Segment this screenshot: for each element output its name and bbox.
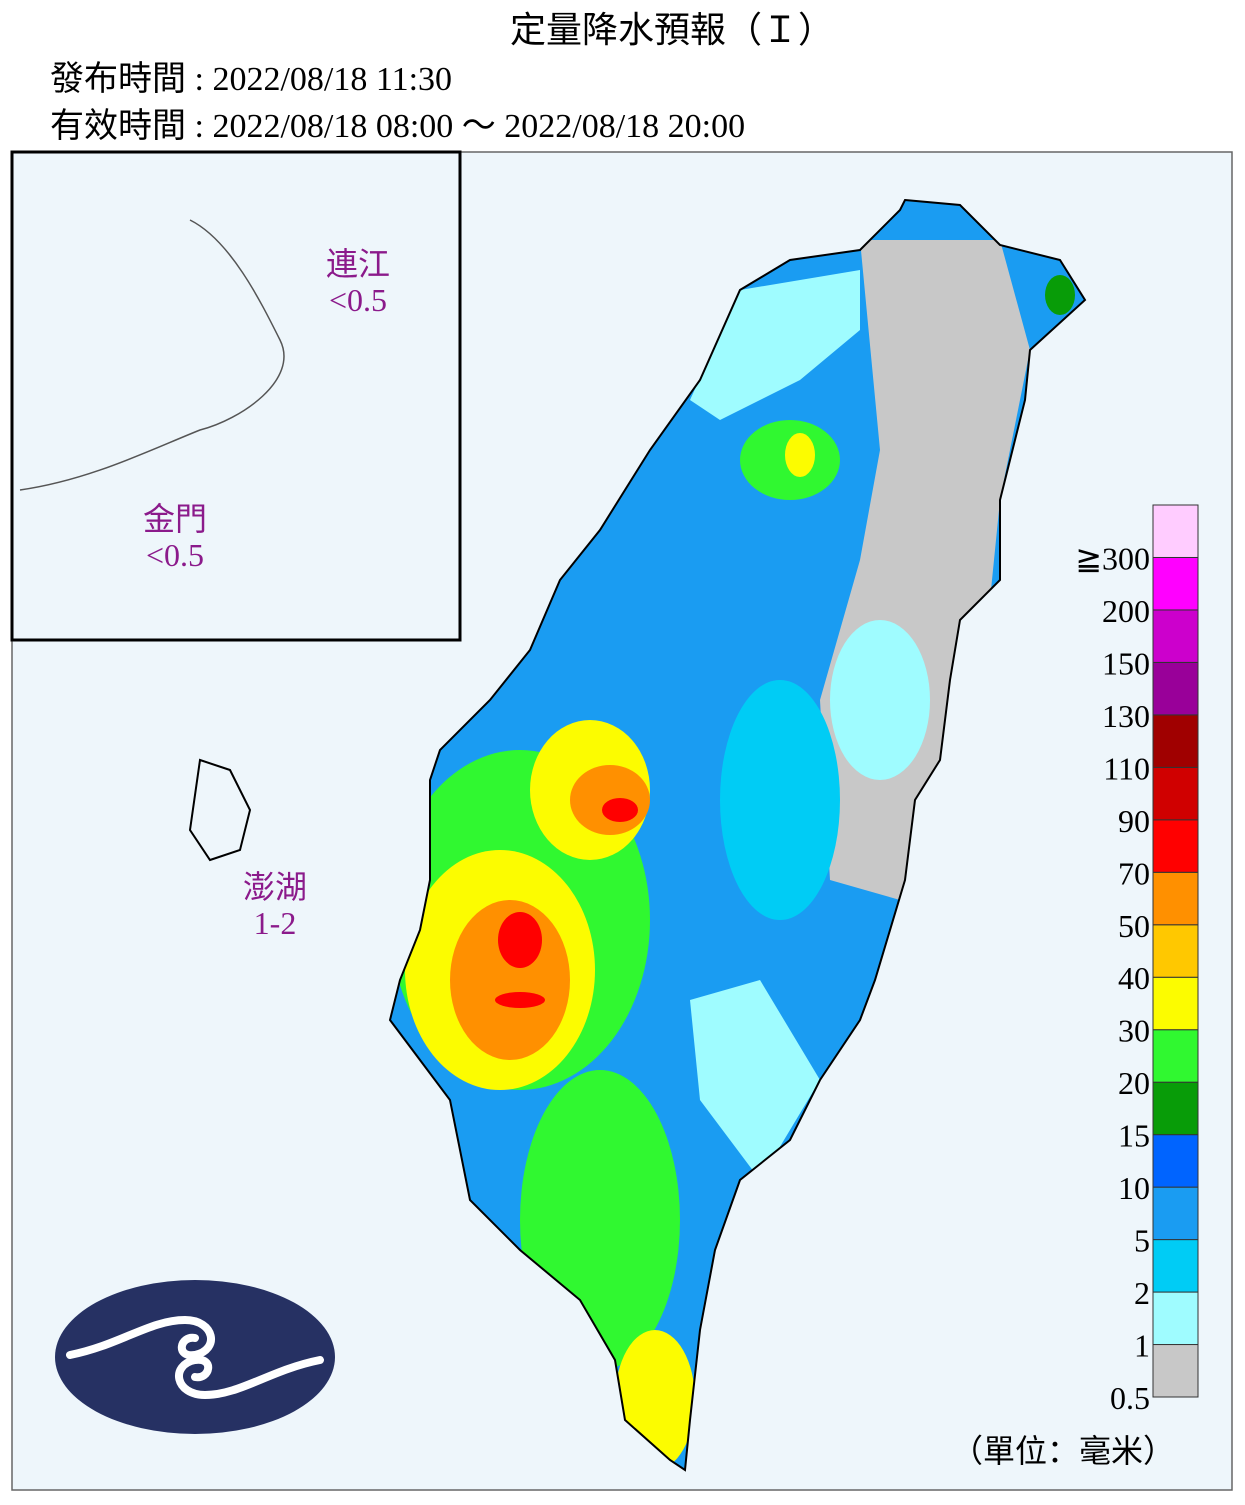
legend-swatch	[1152, 1186, 1199, 1241]
legend: 0.5 1 2 5 10 15 20 30 40 50 70 90 110 130 150 200 ≧300	[1075, 504, 1199, 1416]
legend-swatch	[1152, 504, 1199, 558]
coastline	[19, 219, 285, 491]
legend-label: 90	[1118, 803, 1150, 839]
legend-label: 0.5	[1110, 1380, 1150, 1416]
legend-label: 110	[1103, 750, 1150, 786]
legend-swatch	[1152, 661, 1199, 716]
legend-label: 130	[1102, 698, 1150, 734]
rain-pale	[830, 620, 930, 780]
region-amount: 1-2	[254, 905, 297, 941]
legend-swatch	[1152, 871, 1199, 926]
legend-label: 40	[1118, 960, 1150, 996]
inset-frame	[10, 150, 462, 642]
logo-swirl	[66, 1315, 324, 1400]
rain-pale	[690, 980, 820, 1180]
legend-label: 1	[1134, 1328, 1150, 1364]
legend-swatch	[1152, 1344, 1199, 1398]
legend-swatch	[1152, 819, 1199, 873]
region-name: 金門	[143, 501, 207, 537]
legend-label: 20	[1118, 1065, 1150, 1101]
legend-swatch	[1152, 1134, 1199, 1188]
legend-label: 70	[1118, 855, 1150, 891]
legend-label: 30	[1118, 1013, 1150, 1049]
legend-swatch	[1152, 976, 1199, 1031]
legend-swatch	[1152, 766, 1199, 821]
rain-yellow	[785, 433, 815, 477]
legend-label: 2	[1134, 1275, 1150, 1311]
legend-unit: （單位：毫米）	[951, 1433, 1175, 1469]
legend-label: 5	[1134, 1223, 1150, 1259]
taiwan-outline	[388, 198, 1087, 1472]
legend-swatch	[1152, 556, 1199, 611]
legend-label: ≧300	[1075, 540, 1150, 576]
rain-cyan	[720, 680, 840, 920]
logo	[55, 1280, 335, 1434]
rain-red	[498, 912, 542, 968]
legend-swatch	[1152, 714, 1199, 768]
legend-swatch	[1152, 609, 1199, 663]
legend-label: 200	[1102, 593, 1150, 629]
legend-swatch	[1152, 1081, 1199, 1136]
legend-label: 50	[1118, 908, 1150, 944]
rain-red	[602, 798, 638, 822]
legend-swatch	[1152, 1239, 1199, 1293]
title: 定量降水預報（Ｉ）	[510, 10, 834, 50]
legend-swatch	[1152, 924, 1199, 978]
legend-label: 150	[1102, 645, 1150, 681]
region-name: 連江	[326, 246, 390, 282]
legend-label: 10	[1118, 1170, 1150, 1206]
rain-red	[495, 992, 545, 1008]
issued-time: 發布時間 : 2022/08/18 11:30	[50, 60, 452, 98]
region-amount: <0.5	[329, 282, 387, 318]
legend-swatch	[1152, 1029, 1199, 1083]
region-amount: <0.5	[146, 537, 204, 573]
penghu-outline	[188, 758, 252, 862]
legend-swatch	[1152, 1291, 1199, 1346]
legend-label: 15	[1118, 1118, 1150, 1154]
rain-orange	[570, 765, 650, 835]
valid-time: 有效時間 : 2022/08/18 08:00 ～ 2022/08/18 20:…	[50, 107, 745, 145]
region-name: 澎湖	[243, 869, 307, 905]
rain-green	[1045, 275, 1075, 315]
